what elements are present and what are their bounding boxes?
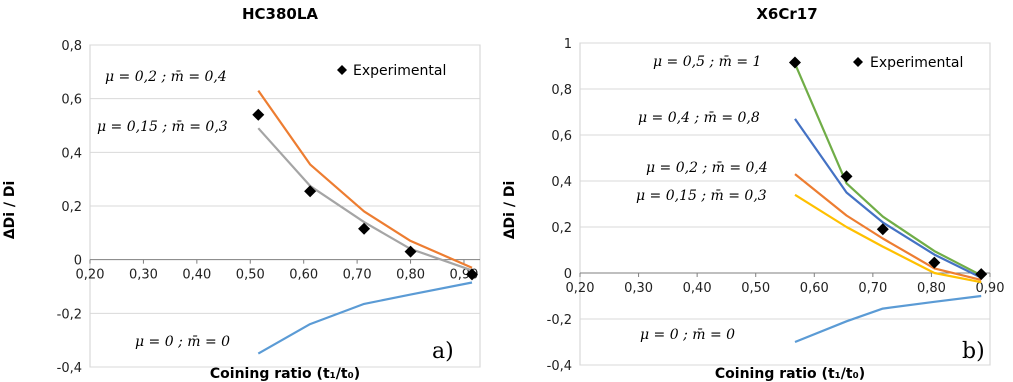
y-tick-label: 1 (564, 37, 572, 52)
series-annotation: μ = 0,15 ; m̄ = 0,3 (636, 188, 767, 204)
series-line (793, 63, 982, 277)
series-annotation: μ = 0,5 ; m̄ = 1 (653, 54, 761, 70)
y-tick-label: 0,2 (61, 200, 82, 215)
experimental-point (975, 268, 988, 281)
panel-label: a) (432, 339, 454, 364)
y-tick-label: 0,6 (61, 93, 82, 108)
x-tick-label: 0,80 (396, 268, 425, 283)
experimental-point (252, 108, 265, 121)
series-line (794, 193, 982, 284)
chart-a: -0,4 -0,2 0 0,2 0,4 0,6 0,8 0,20 0,30 0,40 0,50 0,6… (2, 5, 481, 382)
y-tick-label: -0,2 (57, 307, 82, 322)
x-tick-label: 0,70 (858, 281, 887, 296)
experimental-point (358, 222, 371, 235)
series-annotation: μ = 0 ; m̄ = 0 (640, 327, 735, 343)
y-tick-label: 0,4 (61, 146, 82, 161)
y-axis-label: ΔDi / Di (2, 181, 18, 240)
x-tick-label: 0,20 (76, 268, 105, 283)
x-tick-label: 0,70 (343, 268, 372, 283)
x-tick-label: 0,40 (182, 268, 211, 283)
y-tick-label: -0,4 (547, 359, 572, 374)
series-annotation: μ = 0,2 ; m̄ = 0,4 (105, 69, 227, 85)
series-annotation: μ = 0,2 ; m̄ = 0,4 (646, 160, 768, 176)
x-tick-label: 0,40 (683, 281, 712, 296)
experimental-point (304, 185, 317, 198)
series-annotation: μ = 0,15 ; m̄ = 0,3 (97, 119, 228, 135)
series-annotation: μ = 0 ; m̄ = 0 (135, 334, 230, 350)
series-line (257, 89, 473, 269)
series-line (794, 173, 982, 281)
x-tick-label: 0,60 (289, 268, 318, 283)
y-tick-label: -0,4 (57, 361, 82, 376)
x-axis-label: Coining ratio (t₁/t₀) (715, 366, 865, 382)
x-tick-label: 0,30 (624, 281, 653, 296)
y-axis-label: ΔDi / Di (502, 181, 518, 240)
experimental-point (788, 56, 801, 69)
experimental-point (840, 170, 853, 183)
chart-b: -0,4 -0,2 0 0,2 0,4 0,6 0,8 1 0,20 0,30 0,40 0,50 0,… (502, 5, 1004, 382)
x-tick-label: 0,90 (976, 281, 1005, 296)
y-tick-label: 0,8 (551, 83, 572, 98)
chart-title: HC380LA (242, 5, 318, 23)
y-tick-label: 0,8 (61, 39, 82, 54)
experimental-point (876, 223, 889, 236)
x-tick-label: 0,60 (800, 281, 829, 296)
legend-label: Experimental (870, 55, 963, 71)
series-annotation: μ = 0,4 ; m̄ = 0,8 (638, 110, 760, 126)
series-line (257, 281, 473, 355)
legend-label: Experimental (353, 63, 446, 79)
y-tick-label: 0,4 (551, 175, 572, 190)
y-tick-label: 0 (564, 267, 572, 282)
legend-marker-diamond (337, 65, 347, 75)
series-line (257, 127, 473, 272)
panel-label: b) (962, 339, 985, 364)
x-tick-label: 0,50 (236, 268, 265, 283)
x-tick-label: 0,30 (129, 268, 158, 283)
experimental-point (465, 268, 478, 281)
x-tick-label: 0,50 (741, 281, 770, 296)
x-tick-label: 0,80 (917, 281, 946, 296)
y-tick-label: -0,2 (547, 313, 572, 328)
x-axis-label: Coining ratio (t₁/t₀) (210, 366, 360, 382)
y-tick-label: 0,6 (551, 129, 572, 144)
legend-marker-diamond (853, 57, 863, 67)
chart-title: X6Cr17 (756, 5, 817, 23)
experimental-point (404, 245, 417, 258)
y-tick-label: 0,2 (551, 221, 572, 236)
series-line (794, 294, 982, 344)
y-tick-label: 0 (74, 254, 82, 269)
x-tick-label: 0,20 (566, 281, 595, 296)
experimental-point (928, 256, 941, 269)
series-line (794, 118, 982, 279)
plot-area (579, 42, 991, 366)
